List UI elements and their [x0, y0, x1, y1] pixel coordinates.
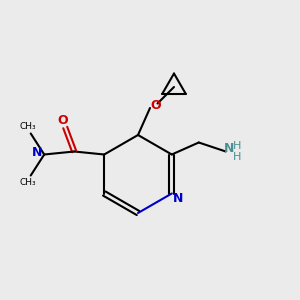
Text: O: O	[150, 99, 161, 112]
Text: N: N	[32, 146, 42, 160]
Text: N: N	[224, 142, 234, 155]
Text: N: N	[172, 191, 183, 205]
Text: H: H	[233, 152, 242, 162]
Text: O: O	[57, 113, 68, 127]
Text: H: H	[233, 141, 242, 151]
Text: CH₃: CH₃	[20, 122, 36, 131]
Text: CH₃: CH₃	[20, 178, 36, 187]
